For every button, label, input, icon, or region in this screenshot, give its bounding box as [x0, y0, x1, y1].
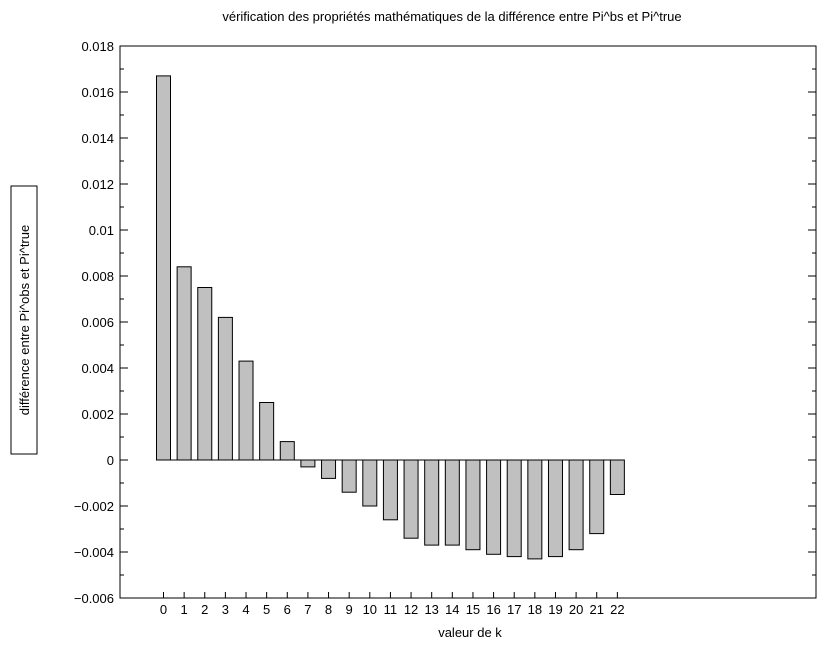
- bar-k-5: [259, 402, 275, 461]
- y-axis-label: différence entre Pi^obs et Pi^true: [17, 225, 32, 415]
- y-tick-label: 0.018: [81, 39, 114, 54]
- y-tick-label: 0.004: [81, 361, 114, 376]
- bar-k-19: [547, 459, 563, 558]
- x-tick-label: 13: [424, 602, 438, 617]
- y-axis: −0.006 −0.004 −0.002 0 0.002 0.004 0.006 0.008 0…: [74, 39, 816, 606]
- bar-k-16: [486, 459, 502, 555]
- bar-k-12: [403, 459, 419, 539]
- bar-k-11: [382, 459, 398, 521]
- x-tick-label: 0: [160, 602, 167, 617]
- bar-k-3: [217, 316, 233, 461]
- bar-k-20: [568, 459, 584, 551]
- bars-group: [156, 75, 625, 560]
- bar-k-15: [465, 459, 481, 551]
- x-tick-label: 9: [346, 602, 353, 617]
- y-tick-label: −0.006: [74, 591, 114, 606]
- bar-k-7: [300, 459, 316, 468]
- y-tick-label: 0.016: [81, 85, 114, 100]
- x-axis: 0 1 2 3 4 5 6 7 8 9 10 11 12 13 14 15 16 17 18 19 20 21 22: [160, 592, 625, 617]
- y-tick-label: 0.008: [81, 269, 114, 284]
- x-tick-label: 1: [181, 602, 188, 617]
- x-tick-label: 11: [384, 602, 398, 617]
- bar-k-13: [424, 459, 440, 546]
- y-tick-label: 0.012: [81, 177, 114, 192]
- y-tick-label: 0.014: [81, 131, 114, 146]
- y-axis-label-box: [10, 185, 38, 455]
- y-tick-label: −0.004: [74, 545, 114, 560]
- x-tick-label: 3: [222, 602, 229, 617]
- x-tick-label: 12: [404, 602, 418, 617]
- x-tick-label: 20: [569, 602, 583, 617]
- x-tick-label: 6: [284, 602, 291, 617]
- x-tick-label: 22: [610, 602, 624, 617]
- x-tick-label: 7: [304, 602, 311, 617]
- y-tick-label: 0.002: [81, 407, 114, 422]
- bar-k-2: [197, 287, 213, 461]
- bar-k-4: [238, 360, 254, 461]
- chart-title: vérification des propriétés mathématique…: [222, 9, 681, 24]
- x-tick-label: 16: [486, 602, 500, 617]
- x-tick-label: 17: [507, 602, 521, 617]
- bar-k-17: [506, 459, 522, 558]
- x-tick-label: 18: [528, 602, 542, 617]
- x-tick-label: 5: [263, 602, 270, 617]
- bar-k-8: [321, 459, 337, 479]
- x-tick-label: 21: [589, 602, 603, 617]
- x-tick-label: 2: [201, 602, 208, 617]
- x-axis-label: valeur de k: [438, 625, 502, 640]
- bar-k-6: [279, 441, 295, 461]
- y-tick-label: 0.006: [81, 315, 114, 330]
- bar-k-0: [156, 75, 171, 461]
- x-tick-label: 8: [325, 602, 332, 617]
- bar-k-14: [444, 459, 460, 546]
- bar-k-18: [527, 459, 543, 560]
- x-tick-label: 19: [548, 602, 562, 617]
- bar-k-22: [609, 459, 625, 495]
- x-tick-label: 4: [242, 602, 249, 617]
- y-tick-label: 0.01: [89, 223, 114, 238]
- y-tick-label: −0.002: [74, 499, 114, 514]
- x-tick-label: 15: [466, 602, 480, 617]
- bar-k-21: [589, 459, 605, 535]
- bar-k-9: [341, 459, 357, 493]
- bar-k-1: [176, 266, 192, 461]
- x-tick-label: 10: [363, 602, 377, 617]
- x-tick-label: 14: [445, 602, 459, 617]
- y-tick-label: 0: [107, 453, 114, 468]
- bar-k-10: [362, 459, 378, 507]
